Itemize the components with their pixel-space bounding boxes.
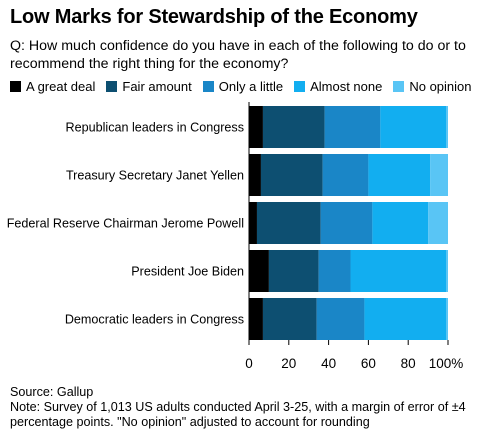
bar-segment	[249, 250, 269, 292]
bar-segment	[322, 154, 369, 196]
bar-segment	[368, 154, 431, 196]
category-label: President Joe Biden	[131, 265, 244, 279]
legend-swatch	[10, 81, 21, 92]
survey-note: Note: Survey of 1,013 US adults conducte…	[10, 400, 466, 429]
bar-segment	[260, 154, 323, 196]
bar-segment	[256, 202, 321, 244]
chart-title: Low Marks for Stewardship of the Economy	[10, 6, 418, 28]
legend-swatch	[393, 81, 405, 92]
legend-label: Only a little	[218, 79, 284, 94]
bar-segment	[262, 106, 325, 148]
legend-swatch	[202, 81, 214, 92]
x-tick-label: 60	[361, 356, 376, 371]
bar-segment	[380, 106, 447, 148]
legend-swatch	[294, 81, 306, 92]
legend-label: Fair amount	[122, 79, 192, 94]
legend-item: Almost none	[294, 79, 382, 94]
legend-label: A great deal	[26, 79, 96, 94]
x-tick-label: 80	[401, 356, 416, 371]
x-tick-label: 20	[281, 356, 296, 371]
bar-segment	[350, 250, 447, 292]
bar-segment	[249, 298, 263, 340]
x-tick-label: 100%	[429, 356, 464, 371]
legend-item: Fair amount	[106, 79, 192, 94]
legend-item: No opinion	[393, 79, 472, 94]
legend-item: A great deal	[10, 79, 95, 94]
x-tick-label: 40	[321, 356, 336, 371]
bar-segment	[428, 202, 448, 244]
category-label: Treasury Secretary Janet Yellen	[66, 169, 244, 183]
chart-legend: A great deal Fair amount Only a little Almo…	[10, 79, 483, 94]
x-tick-label: 0	[245, 356, 253, 371]
category-label: Democratic leaders in Congress	[65, 313, 244, 327]
bar-segment	[318, 250, 351, 292]
bar-segment	[249, 106, 263, 148]
category-label: Federal Reserve Chairman Jerome Powell	[7, 217, 244, 231]
bar-segment	[446, 298, 448, 340]
source-note: Source: Gallup	[10, 385, 94, 399]
bar-segment	[364, 298, 447, 340]
category-label: Republican leaders in Congress	[65, 121, 244, 135]
chart-subtitle: Q: How much confidence do you have in ea…	[10, 38, 466, 72]
bar-segment	[446, 106, 448, 148]
bar-segment	[430, 154, 448, 196]
bar-segment	[316, 298, 365, 340]
bar-segment	[249, 154, 261, 196]
legend-label: Almost none	[310, 79, 383, 94]
bar-segment	[372, 202, 429, 244]
legend-swatch	[106, 81, 118, 92]
bar-segment	[446, 250, 448, 292]
chart-footer: Source: Gallup Note: Survey of 1,013 US …	[10, 385, 486, 430]
bar-segment	[262, 298, 317, 340]
legend-item: Only a little	[202, 79, 284, 94]
legend-label: No opinion	[409, 79, 472, 94]
stacked-bar-chart: Republican leaders in Congress Treasury S…	[7, 102, 464, 371]
bar-segment	[268, 250, 319, 292]
bar-segment	[324, 106, 381, 148]
bar-segment	[249, 202, 257, 244]
bar-segment	[320, 202, 373, 244]
